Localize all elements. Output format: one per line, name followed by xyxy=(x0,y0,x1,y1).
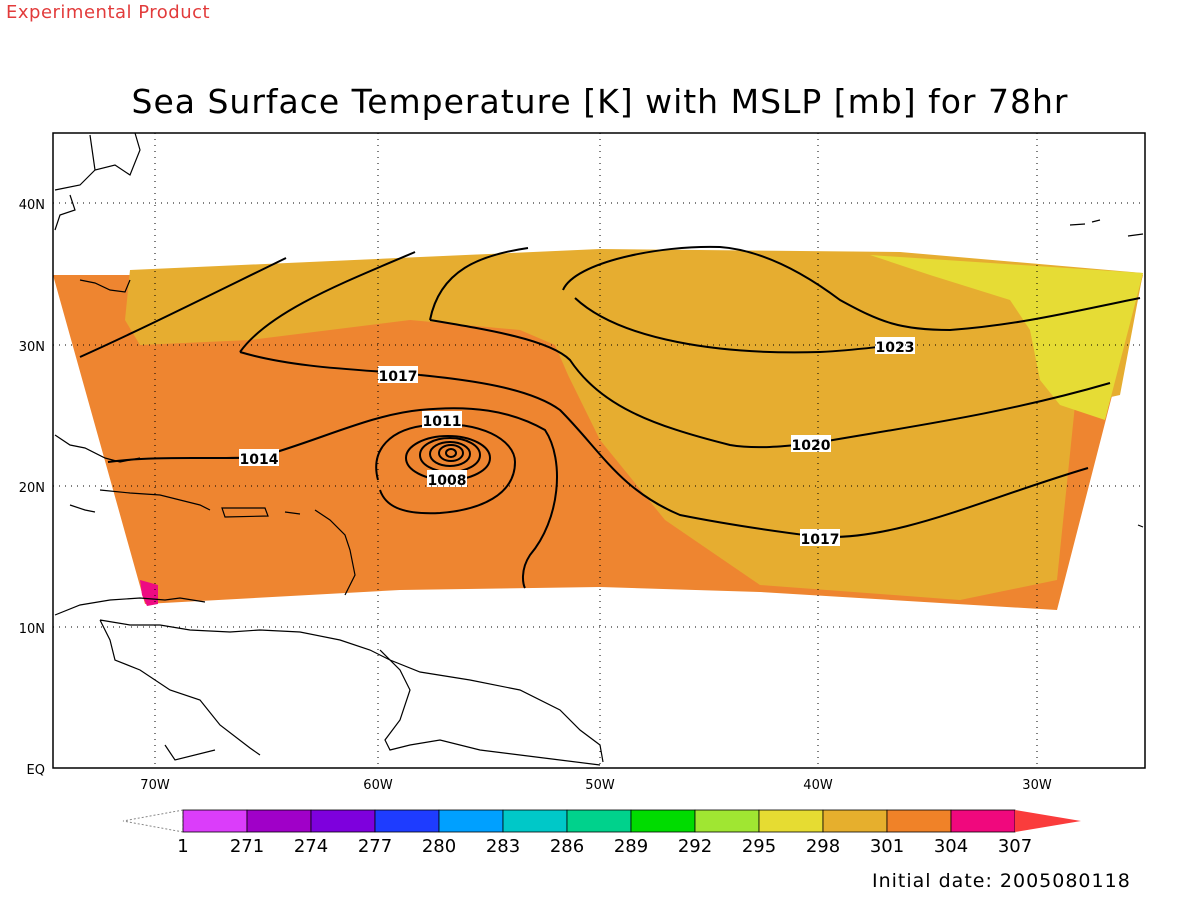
initial-date-label: Initial date: 2005080118 xyxy=(872,870,1131,892)
svg-text:1011: 1011 xyxy=(423,414,462,430)
svg-text:1017: 1017 xyxy=(801,532,840,548)
lon-label: 30W xyxy=(1022,778,1052,793)
svg-text:1014: 1014 xyxy=(240,452,279,468)
lon-label: 60W xyxy=(363,778,393,793)
colorbar-label: 280 xyxy=(422,836,456,857)
colorbar-swatch xyxy=(502,809,568,833)
isobar-1020 xyxy=(429,247,1111,449)
isobar-label-1014: 1014 xyxy=(239,449,279,468)
colorbar: 1 271 274 277 280 283 286 289 292 295 298 301 304 307 xyxy=(122,809,1081,857)
colorbar-swatch xyxy=(310,809,376,833)
isobar-label-1020: 1020 xyxy=(791,435,831,454)
colorbar-swatch xyxy=(566,809,632,833)
colorbar-label: 289 xyxy=(614,836,648,857)
coastlines xyxy=(54,132,1144,766)
colorbar-label: 1 xyxy=(177,836,188,857)
isobar-label-1011: 1011 xyxy=(422,411,462,430)
lon-label: 50W xyxy=(585,778,615,793)
isobar-labels: 1023 1017 1011 1014 1008 1020 1017 xyxy=(239,337,915,548)
isobar-contours xyxy=(79,245,1141,589)
colorbar-label: 286 xyxy=(550,836,584,857)
isobar-label-1008: 1008 xyxy=(427,470,467,489)
lat-label: 10N xyxy=(19,622,45,637)
lat-label: EQ xyxy=(27,763,45,778)
colorbar-label: 283 xyxy=(486,836,520,857)
colorbar-label: 307 xyxy=(998,836,1032,857)
colorbar-label: 274 xyxy=(294,836,328,857)
lon-axis-labels: 70W 60W 50W 40W 30W xyxy=(140,778,1052,793)
colorbar-swatch xyxy=(438,809,504,833)
lon-label: 70W xyxy=(140,778,170,793)
colorbar-label: 301 xyxy=(870,836,904,857)
chart-title: Sea Surface Temperature [K] with MSLP [m… xyxy=(131,82,1069,121)
isobar-label-1017-east: 1017 xyxy=(800,529,840,548)
svg-text:1008: 1008 xyxy=(428,473,467,489)
colorbar-swatch xyxy=(694,809,760,833)
lon-label: 40W xyxy=(803,778,833,793)
colorbar-swatch xyxy=(886,809,952,833)
colorbar-label: 271 xyxy=(230,836,264,857)
sst-band-295-298 xyxy=(870,255,1143,420)
colorbar-label: 277 xyxy=(358,836,392,857)
colorbar-swatch xyxy=(182,809,248,833)
colorbar-swatch xyxy=(822,809,888,833)
map-frame xyxy=(52,132,1146,769)
lat-label: 20N xyxy=(19,481,45,496)
sst-band-298-301 xyxy=(125,249,1143,600)
colorbar-swatch xyxy=(246,809,312,833)
map-grid xyxy=(53,133,1145,768)
colorbar-swatch xyxy=(758,809,824,833)
svg-text:1020: 1020 xyxy=(792,438,831,454)
lat-axis-labels: 40N 30N 20N 10N EQ xyxy=(19,198,45,778)
colorbar-swatch xyxy=(374,809,440,833)
isobar-1011 xyxy=(375,423,517,515)
colorbar-swatch xyxy=(950,809,1016,833)
colorbar-label: 304 xyxy=(934,836,968,857)
sst-field xyxy=(53,249,1143,610)
isobar-label-1023: 1023 xyxy=(875,337,915,356)
isobar-1023 xyxy=(562,245,1141,332)
isobar-1023-loop xyxy=(574,297,901,354)
isobar-1014 xyxy=(107,407,558,589)
lat-label: 40N xyxy=(19,198,45,213)
colorbar-label: 292 xyxy=(678,836,712,857)
lat-label: 30N xyxy=(19,340,45,355)
colorbar-label: 295 xyxy=(742,836,776,857)
svg-text:1023: 1023 xyxy=(876,340,915,356)
colorbar-label: 298 xyxy=(806,836,840,857)
colorbar-lower-arrow xyxy=(122,809,184,833)
colorbar-upper-arrow xyxy=(1015,810,1081,832)
experimental-product-label: Experimental Product xyxy=(6,2,211,23)
isobar-label-1017-west: 1017 xyxy=(378,366,418,385)
svg-text:1017: 1017 xyxy=(379,369,418,385)
colorbar-swatch xyxy=(630,809,696,833)
